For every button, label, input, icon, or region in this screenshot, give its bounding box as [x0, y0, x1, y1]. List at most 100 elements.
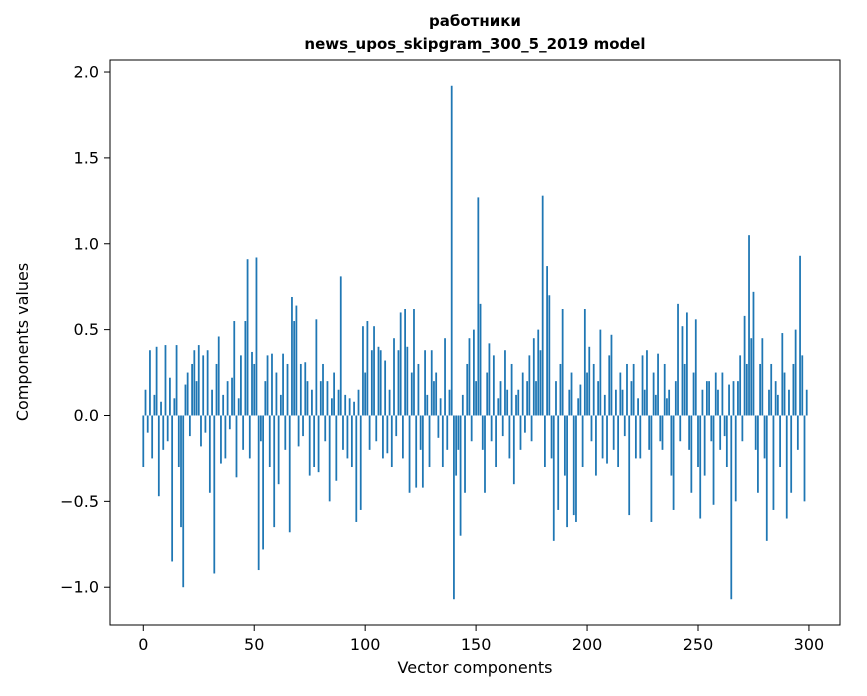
bar	[355, 415, 358, 522]
bar	[615, 389, 617, 416]
bar	[788, 389, 790, 416]
bar	[581, 415, 584, 468]
bar	[308, 415, 311, 476]
bar	[284, 415, 287, 450]
bar	[619, 372, 622, 416]
bar	[765, 415, 768, 541]
y-axis-ticks: 2.0 1.5 1.0 0.5 0.0 −0.5 −1.0	[60, 63, 110, 597]
bar	[708, 381, 710, 416]
bar	[524, 415, 526, 433]
bar	[344, 394, 347, 416]
bar	[699, 415, 702, 519]
bar	[193, 350, 196, 416]
bar	[555, 381, 557, 416]
bar	[291, 296, 293, 416]
bar	[421, 415, 424, 488]
bar	[608, 355, 611, 416]
bar	[222, 394, 225, 416]
bar	[577, 398, 580, 416]
bar	[803, 415, 806, 502]
y-axis-label: Components values	[13, 263, 32, 421]
bar	[195, 381, 198, 416]
bar	[162, 415, 165, 450]
bar	[337, 389, 340, 416]
bar	[672, 415, 675, 510]
bar	[530, 415, 533, 442]
bar	[617, 415, 620, 468]
bar	[532, 338, 535, 416]
bar	[186, 372, 189, 416]
y-tick-label: −0.5	[60, 492, 99, 511]
bar	[297, 415, 300, 447]
bar	[328, 415, 331, 502]
bar	[271, 353, 273, 416]
bar	[464, 415, 466, 493]
bar	[535, 381, 537, 416]
bar	[692, 372, 695, 416]
bar	[257, 415, 260, 571]
bar	[641, 355, 644, 416]
bar	[637, 398, 639, 416]
bar	[286, 363, 289, 416]
bar	[632, 363, 635, 416]
bar	[346, 415, 349, 459]
bar	[370, 350, 373, 416]
bar	[153, 394, 156, 416]
bar	[634, 415, 637, 459]
bar	[149, 350, 151, 416]
bar	[510, 363, 513, 416]
bar	[703, 415, 706, 476]
bar	[592, 363, 595, 416]
bar	[663, 363, 666, 416]
bar	[264, 381, 267, 416]
bar	[781, 333, 784, 416]
bar	[386, 415, 389, 454]
bar	[213, 415, 216, 574]
bar	[546, 266, 548, 416]
bar	[728, 384, 730, 416]
bar	[475, 381, 477, 416]
bar	[448, 389, 451, 416]
bar	[366, 321, 369, 416]
bar	[537, 329, 540, 416]
bar	[402, 415, 404, 459]
bar	[357, 389, 360, 416]
bar	[424, 350, 426, 416]
bar	[200, 415, 202, 447]
bar	[373, 326, 375, 416]
bar	[191, 363, 193, 416]
bar	[435, 372, 438, 416]
bar	[362, 326, 364, 416]
bar	[220, 415, 222, 464]
bar	[590, 415, 593, 442]
bar	[757, 415, 759, 493]
bar	[799, 255, 801, 416]
bar	[375, 415, 378, 442]
bar	[723, 415, 726, 437]
bar	[646, 350, 648, 416]
bar	[561, 309, 564, 416]
bar	[754, 415, 757, 450]
bar	[603, 394, 606, 416]
bar	[450, 85, 453, 416]
bar	[517, 389, 520, 416]
bar	[397, 350, 400, 416]
bar	[659, 415, 662, 442]
bar	[550, 415, 553, 459]
bar	[342, 415, 344, 450]
bar	[652, 372, 655, 416]
bar	[674, 381, 677, 416]
bar	[712, 415, 715, 505]
bar	[606, 415, 608, 464]
bar	[326, 381, 329, 416]
bar	[175, 345, 178, 416]
bar	[439, 398, 442, 416]
bar	[586, 372, 588, 416]
bar	[626, 363, 628, 416]
bar	[628, 415, 631, 516]
bar	[468, 338, 471, 416]
bar	[741, 415, 744, 442]
bar	[160, 401, 162, 416]
bar	[557, 415, 560, 510]
